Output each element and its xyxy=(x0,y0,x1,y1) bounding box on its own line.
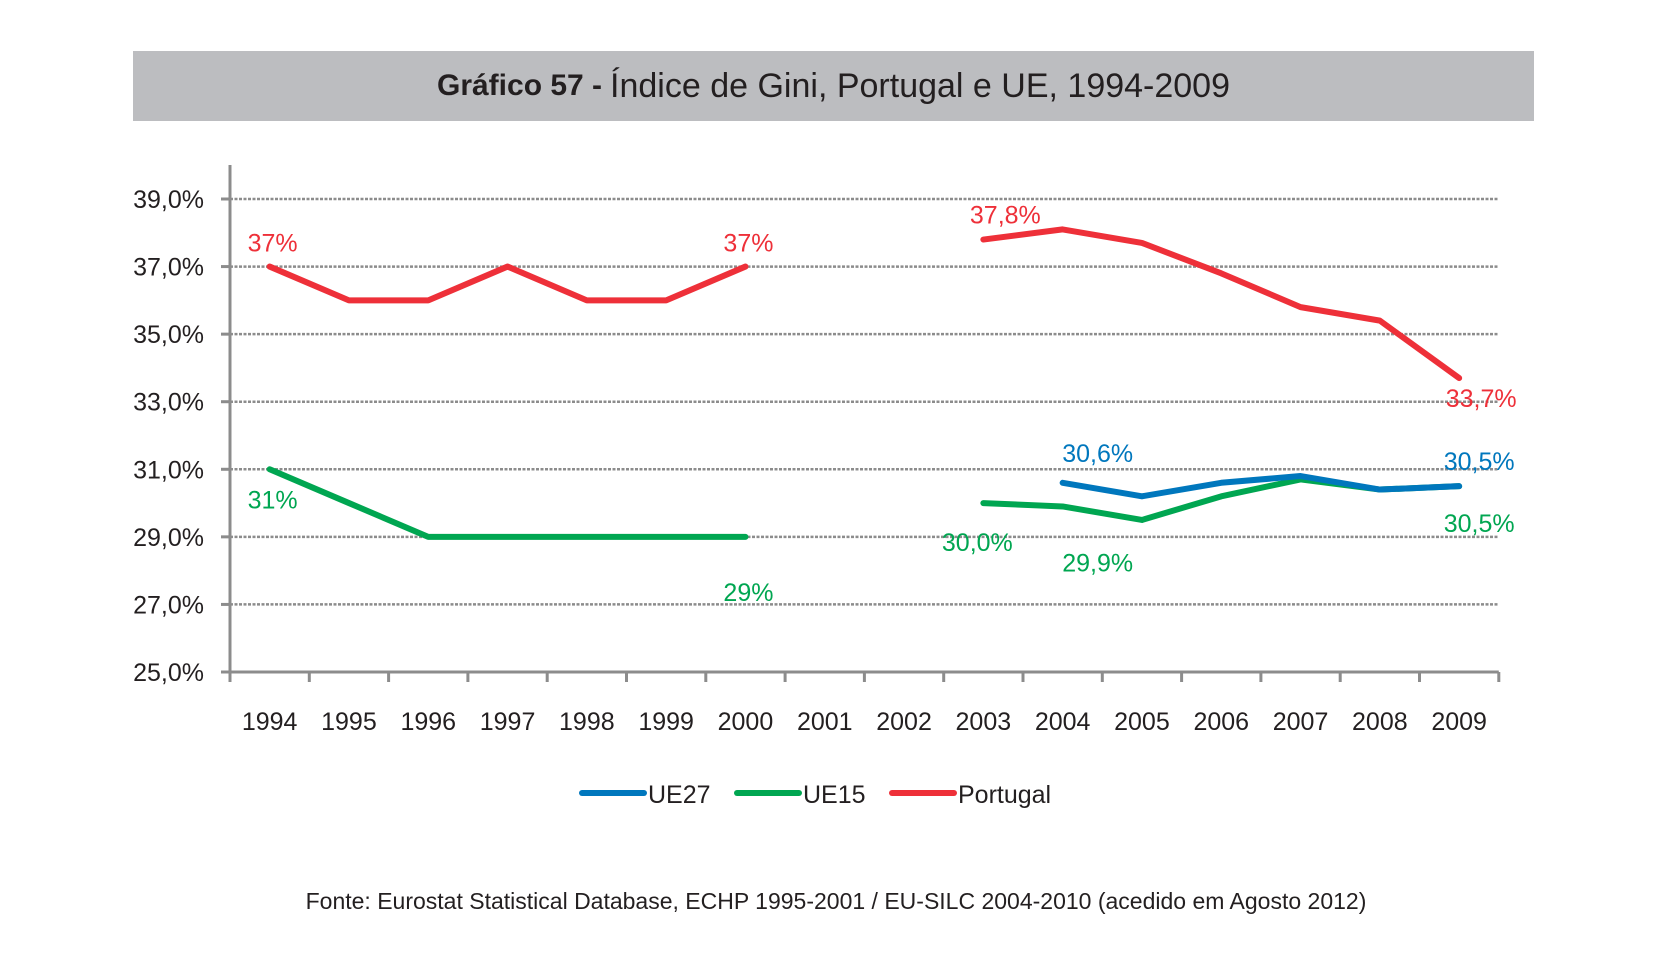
data-label: 37% xyxy=(723,230,773,258)
data-label: 29% xyxy=(723,579,773,607)
series-line-ue27 xyxy=(1059,473,1463,500)
data-label: 31% xyxy=(248,486,298,514)
y-tick-label: 25,0% xyxy=(133,659,204,687)
x-tick-label: 1994 xyxy=(242,708,298,736)
x-tick-label: 2009 xyxy=(1431,708,1487,736)
data-label: 30,5% xyxy=(1444,448,1515,476)
y-tick-label: 29,0% xyxy=(133,524,204,552)
x-tick-label: 1996 xyxy=(400,708,456,736)
data-label: 29,9% xyxy=(1062,549,1133,577)
data-label: 37,8% xyxy=(970,202,1041,230)
data-label: 30,6% xyxy=(1062,440,1133,468)
x-tick-label: 2003 xyxy=(956,708,1012,736)
x-tick-label: 2008 xyxy=(1352,708,1408,736)
x-tick-label: 2000 xyxy=(718,708,774,736)
y-tick-label: 37,0% xyxy=(133,254,204,282)
x-tick-label: 2004 xyxy=(1035,708,1091,736)
y-tick-label: 39,0% xyxy=(133,186,204,214)
series-line-portugal xyxy=(980,226,1463,382)
data-label: 33,7% xyxy=(1446,385,1517,413)
legend-label: Portugal xyxy=(958,781,1051,809)
x-tick-label: 2006 xyxy=(1193,708,1249,736)
y-tick-label: 27,0% xyxy=(133,591,204,619)
x-tick-label: 2005 xyxy=(1114,708,1170,736)
x-tick-label: 1997 xyxy=(480,708,536,736)
chart-title-prefix: Gráfico 57 - xyxy=(436,69,603,102)
x-tick-label: 1998 xyxy=(559,708,615,736)
chart-title-text: Índice de Gini, Portugal e UE, 1994-2009 xyxy=(610,66,1230,105)
x-tick-label: 1995 xyxy=(321,708,377,736)
data-label: 30,0% xyxy=(942,529,1013,557)
series-line-portugal xyxy=(266,263,749,304)
data-label: 30,5% xyxy=(1444,510,1515,538)
x-tick-label: 1999 xyxy=(638,708,694,736)
data-label: 37% xyxy=(248,230,298,258)
x-tick-label: 2002 xyxy=(876,708,932,736)
source-footnote: Fonte: Eurostat Statistical Database, EC… xyxy=(305,888,1367,914)
y-tick-label: 33,0% xyxy=(133,389,204,417)
legend-label: UE27 xyxy=(648,781,711,809)
legend-label: UE15 xyxy=(803,781,866,809)
x-tick-label: 2007 xyxy=(1273,708,1329,736)
chart-title: Gráfico 57 - Índice de Gini, Portugal e … xyxy=(133,51,1534,121)
series-line-ue15 xyxy=(266,466,749,540)
y-tick-label: 35,0% xyxy=(133,321,204,349)
x-tick-label: 2001 xyxy=(797,708,853,736)
y-tick-label: 31,0% xyxy=(133,456,204,484)
